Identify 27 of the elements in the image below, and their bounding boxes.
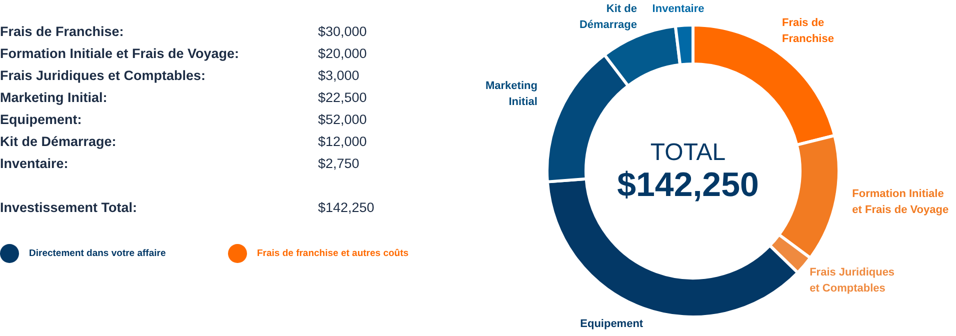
text: $2,750 [318,156,360,173]
text: Directement dans votre affaire [29,248,167,259]
text: $30,000 [318,24,367,41]
text: $142,250 [318,200,374,217]
slice-label: Formation Initiale et Frais de Voyage [852,188,949,216]
text: TOTAL [650,139,726,166]
text: Marketing Initial: [0,90,108,107]
text: $22,500 [318,90,367,107]
slice-label: Frais de Franchise [782,17,834,46]
slice-label: Kit de Démarrage [579,3,637,31]
slice-label: Marketing Initial [485,80,538,108]
text: $142,250 [617,166,759,204]
text: $20,000 [318,46,367,63]
text: Kit de Démarrage: [0,134,118,151]
text: Investissement Total: [0,200,138,217]
slice-label: Frais Juridiques et Comptables [810,266,895,294]
slice-label: Equipement [580,318,644,330]
slice-label: Inventaire [652,3,704,15]
text: $52,000 [318,112,367,129]
text: Formation Initiale et Frais de Voyage: [0,46,240,63]
text: $3,000 [318,68,360,85]
text: Equipement: [0,112,83,129]
text: Inventaire: [0,156,70,173]
text: Frais de Franchise: [0,24,125,41]
text: Frais Juridiques et Comptables: [0,68,207,85]
text: $12,000 [318,134,367,151]
text: Frais de franchise et autres coûts [257,248,409,259]
